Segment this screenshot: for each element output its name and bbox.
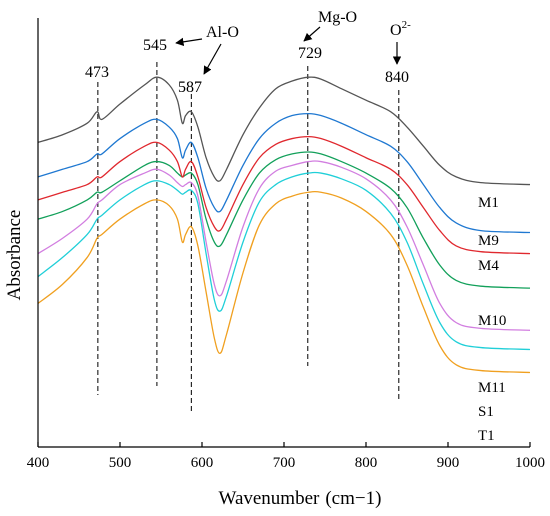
series-line-m11 xyxy=(37,160,531,331)
series-line-m1 xyxy=(37,76,531,186)
series-line-m9 xyxy=(37,112,531,234)
reference-label-587: 587 xyxy=(178,79,202,96)
annotation-o2: O2- xyxy=(390,19,411,65)
annotation-al-o: Al-O xyxy=(175,24,239,75)
series-label-t1: T1 xyxy=(478,428,495,444)
series-line-t1 xyxy=(37,190,531,374)
series-label-m9: M9 xyxy=(478,233,499,249)
reference-label-545: 545 xyxy=(143,37,167,54)
series-lines xyxy=(37,76,531,374)
annotation-mg-o-arrow xyxy=(303,26,321,42)
x-tick-label: 700 xyxy=(273,455,296,471)
x-tick-label: 900 xyxy=(437,455,460,471)
reference-label-840: 840 xyxy=(385,69,409,86)
annotation-mg-o: Mg-O xyxy=(303,9,357,42)
annotation-al-o-arrow-left xyxy=(175,37,203,47)
reference-label-729: 729 xyxy=(298,45,322,62)
x-tick-label: 400 xyxy=(27,455,50,471)
x-axis-ticks: 400 500 600 700 800 900 1000 xyxy=(27,442,545,471)
annotation-al-o-arrow-down xyxy=(203,43,222,75)
x-tick-label: 500 xyxy=(109,455,132,471)
series-line-m4 xyxy=(37,135,531,255)
series-line-m10 xyxy=(37,151,531,289)
series-label-m11: M11 xyxy=(478,380,506,396)
annotation-mg-o-text: Mg-O xyxy=(318,9,357,26)
reference-labels: 473 545 587 729 840 xyxy=(85,37,409,96)
y-axis-title: Absorbance xyxy=(4,210,25,301)
series-label-m4: M4 xyxy=(478,258,499,274)
x-tick-label: 800 xyxy=(355,455,378,471)
series-label-s1: S1 xyxy=(478,404,494,420)
annotation-al-o-text: Al-O xyxy=(206,24,239,41)
annotation-o2-text: O2- xyxy=(390,19,411,39)
x-tick-label: 1000 xyxy=(515,455,545,471)
series-label-m1: M1 xyxy=(478,195,499,211)
reference-lines xyxy=(97,62,400,412)
series-label-m10: M10 xyxy=(478,313,506,329)
x-axis-title: Wavenumber (cm−1) xyxy=(219,488,382,509)
x-tick-label: 600 xyxy=(191,455,214,471)
series-line-s1 xyxy=(37,171,531,351)
reference-label-473: 473 xyxy=(85,64,109,81)
series-labels: M1 M9 M4 M10 M11 S1 T1 xyxy=(478,195,506,444)
